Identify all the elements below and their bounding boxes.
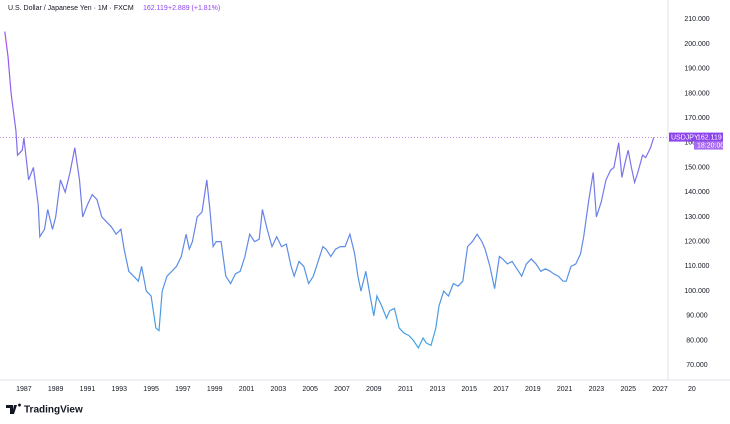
x-tick-label: 2009 <box>366 386 382 393</box>
logo-icon <box>6 403 21 414</box>
x-tick-label: 1991 <box>80 386 96 393</box>
x-tick-label: 2003 <box>271 386 287 393</box>
title: U.S. Dollar / Japanese Yen · 1M · FXCM <box>8 5 134 12</box>
x-tick-label: 2011 <box>398 386 413 393</box>
x-tick-label: 2025 <box>620 386 636 393</box>
y-tick-label: 100.000 <box>684 288 709 295</box>
x-tick-label: 1987 <box>16 386 32 393</box>
price-line <box>4 31 655 350</box>
x-tick-label: 1989 <box>48 386 64 393</box>
logo-text: TradingView <box>24 405 83 416</box>
y-tick-label: 210.000 <box>684 16 709 23</box>
price-tag-time <box>694 141 723 150</box>
price-tag-time-text: 18:20:00 <box>697 142 724 149</box>
x-tick-label: 2019 <box>525 386 541 393</box>
last-price: 162.119 <box>143 5 168 12</box>
y-tick-label: 150.000 <box>684 164 709 171</box>
x-tick-label: 2013 <box>430 386 446 393</box>
x-tick-label: 2005 <box>302 386 318 393</box>
y-tick-label: 190.000 <box>684 66 709 73</box>
y-tick-label: 130.000 <box>684 214 709 221</box>
y-tick-label: 170.000 <box>684 115 709 122</box>
x-tick-label: 2001 <box>239 386 255 393</box>
x-tick-label: 2015 <box>461 386 477 393</box>
x-tick-label: 2007 <box>334 386 350 393</box>
x-tick-label: 1993 <box>111 386 127 393</box>
y-tick-label: 80.000 <box>686 337 708 344</box>
price-tag-symbol: USDJPY <box>671 134 699 141</box>
y-tick-label: 200.000 <box>684 41 709 48</box>
x-tick-label: 20 <box>688 386 696 393</box>
x-tick-label: 2017 <box>493 386 509 393</box>
x-tick-label: 2027 <box>652 386 668 393</box>
x-tick-label: 1997 <box>175 386 191 393</box>
y-tick-label: 90.000 <box>686 313 708 320</box>
logo: TradingView <box>6 403 83 416</box>
change: +2.889 (+1.81%) <box>168 5 220 12</box>
y-tick-label: 70.000 <box>686 362 708 369</box>
x-tick-label: 1999 <box>207 386 223 393</box>
x-tick-label: 2023 <box>589 386 605 393</box>
y-tick-label: 120.000 <box>684 238 709 245</box>
x-tick-label: 1995 <box>143 386 159 393</box>
y-tick-label: 110.000 <box>685 263 710 270</box>
y-tick-label: 140.000 <box>684 189 709 196</box>
y-tick-label: 180.000 <box>684 90 709 97</box>
price-tag <box>669 132 723 142</box>
price-tag-price: 162.119 <box>697 134 722 141</box>
x-tick-label: 2021 <box>557 386 573 393</box>
